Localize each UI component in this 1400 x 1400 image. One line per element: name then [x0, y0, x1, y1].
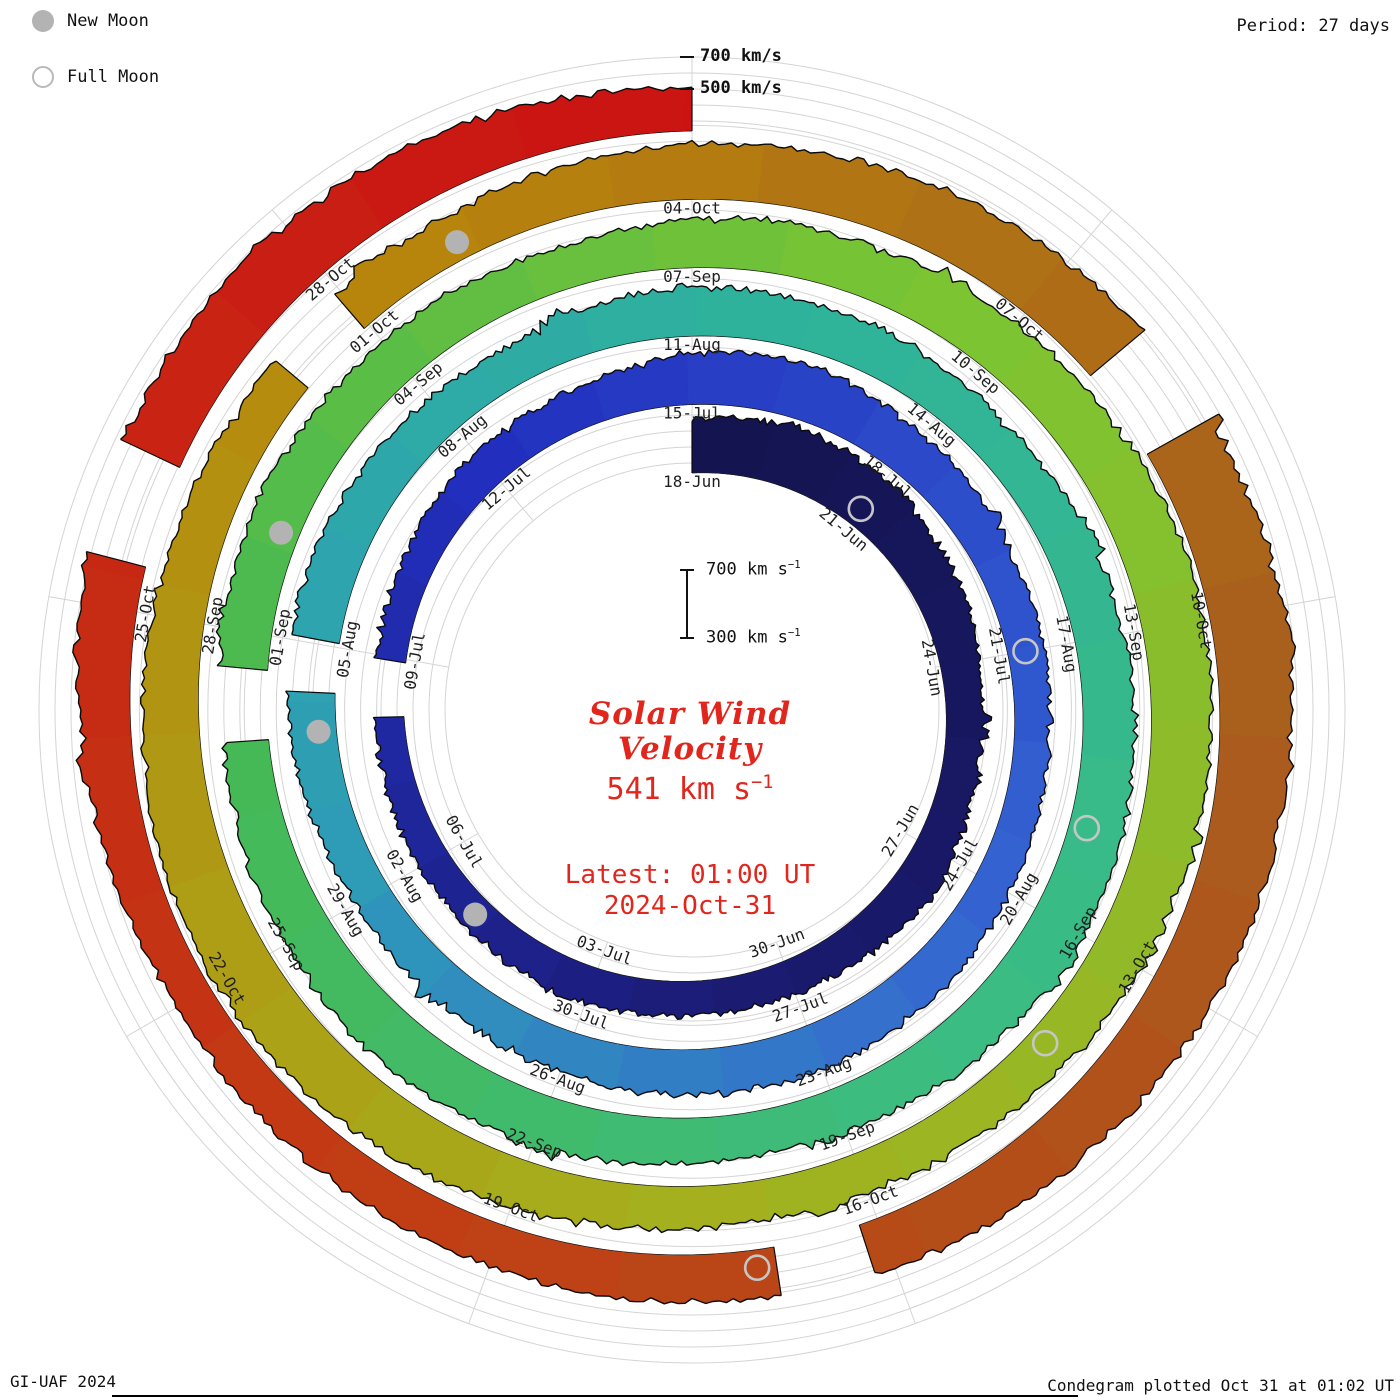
full-moon-marker — [1012, 637, 1039, 665]
scale-bar-top-label: 700 km s−1 — [706, 559, 801, 580]
full-moon-icon — [32, 66, 54, 88]
latest-date: 2024-Oct-31 — [603, 890, 777, 921]
chart-title-line2: Velocity — [617, 730, 763, 767]
date-label: 15-Jul — [663, 404, 721, 423]
latest-readout: Latest: 01:00 UT 2024-Oct-31 — [465, 860, 915, 921]
legend-full-moon-label: Full Moon — [67, 67, 160, 87]
full-moon-marker — [847, 495, 875, 523]
new-moon-marker — [463, 902, 488, 927]
scale-bar-bottom-label: 300 km s−1 — [706, 627, 801, 648]
new-moon-marker — [306, 719, 331, 744]
legend-new-moon-label: New Moon — [67, 11, 149, 31]
credit-label: GI-UAF 2024 — [10, 1372, 116, 1391]
new-moon-marker — [269, 520, 294, 545]
full-moon-marker — [1031, 1029, 1059, 1057]
plot-info-label: Condegram plotted Oct 31 at 01:02 UT — [1047, 1376, 1394, 1395]
date-label: 18-Jun — [663, 472, 721, 491]
chart-title-line1: Solar Wind — [588, 696, 792, 732]
full-moon-marker — [1073, 814, 1101, 842]
chart-title: Solar Wind Velocity — [465, 697, 915, 766]
new-moon-marker — [445, 230, 470, 255]
footer-rule — [112, 1395, 1078, 1397]
legend-full-moon: Full Moon — [32, 66, 159, 88]
new-moon-icon — [32, 10, 54, 32]
latest-time: Latest: 01:00 UT — [564, 860, 816, 890]
current-velocity-value: 541 km s−1 — [606, 772, 774, 807]
date-label: 07-Sep — [663, 267, 721, 286]
legend-new-moon: New Moon — [32, 10, 149, 32]
axis-top-500-label: 500 km/s — [700, 78, 782, 98]
axis-top-700-label: 700 km/s — [700, 46, 782, 66]
date-label: 04-Oct — [663, 198, 721, 217]
date-label: 11-Aug — [663, 335, 721, 354]
full-moon-marker — [743, 1254, 771, 1282]
period-label: Period: 27 days — [1236, 16, 1390, 36]
